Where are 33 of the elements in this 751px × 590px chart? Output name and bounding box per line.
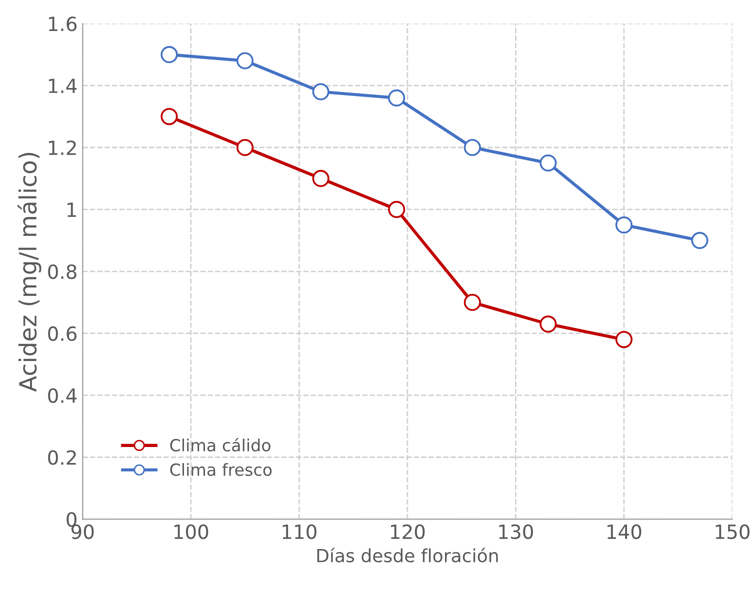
x-tick-label: 100	[174, 524, 208, 540]
y-tick-label: 1.4	[48, 78, 77, 93]
point	[540, 316, 557, 333]
y-tick-label: 0.2	[48, 450, 76, 465]
point	[312, 170, 330, 188]
y-axis-title: Acidez (mg/l málico)	[17, 152, 42, 392]
y-tick-label: 0.4	[48, 388, 77, 403]
x-tick-label: 150	[716, 524, 750, 540]
y-tick-label: 1.6	[48, 16, 77, 32]
x-tick-label: 130	[499, 524, 533, 540]
point	[388, 89, 406, 106]
point	[236, 52, 254, 70]
point	[615, 331, 632, 348]
point	[236, 138, 254, 156]
point	[615, 216, 632, 234]
point	[464, 294, 481, 311]
point	[388, 200, 406, 218]
point	[312, 83, 330, 100]
y-tick-label: 1.2	[48, 140, 76, 155]
y-tick-label: 0.6	[48, 326, 77, 342]
legend-label: Clima fresco	[170, 463, 272, 476]
x-tick-label: 110	[282, 524, 316, 540]
x-tick-label: 120	[390, 524, 425, 540]
point	[540, 154, 557, 172]
legend-label: Clima cálido	[170, 438, 270, 452]
x-tick-label: 140	[608, 524, 642, 540]
point	[160, 46, 178, 64]
point	[691, 232, 708, 249]
point	[464, 138, 481, 156]
y-tick-label: 1	[68, 202, 76, 217]
point	[160, 108, 178, 126]
y-tick-label: 0.8	[48, 264, 76, 280]
x-axis-title: Días desde floración	[317, 548, 498, 562]
